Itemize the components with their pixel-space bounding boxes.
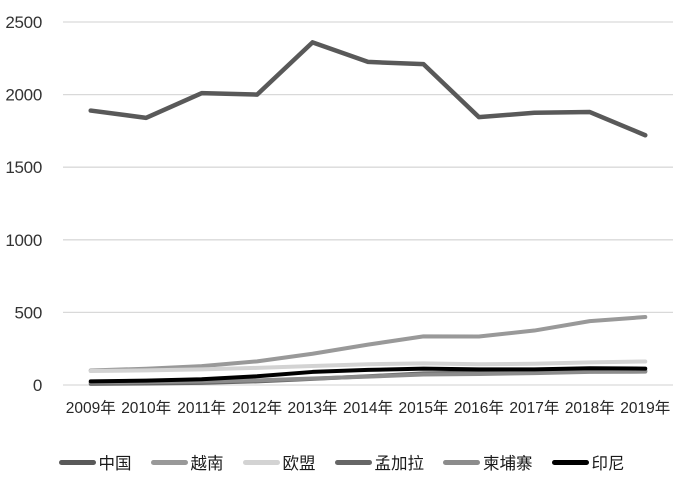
- y-axis-tick-label: 0: [33, 376, 42, 395]
- plot-area: 0 500 1000 1500 2000 2500 2009年 2010年 2011年 2012年…: [5, 13, 673, 417]
- y-axis-tick-label: 1000: [5, 231, 42, 250]
- y-axis-tick-label: 1500: [5, 158, 42, 177]
- series-line-1: [88, 315, 648, 373]
- x-axis-label: 2014年: [343, 399, 393, 417]
- x-axis-label: 2016年: [454, 399, 504, 417]
- x-axis-label: 2012年: [232, 399, 282, 417]
- series-line-5: [88, 366, 648, 384]
- y-axis-tick-label: 2000: [5, 86, 42, 105]
- legend-item-2: 欧盟: [242, 450, 316, 474]
- legend-label: 印尼: [591, 455, 625, 473]
- y-axis-tick-label: 500: [15, 303, 42, 322]
- legend-swatch-icon: [551, 459, 589, 465]
- legend-item-1: 越南: [150, 450, 224, 474]
- legend-label: 越南: [190, 455, 224, 473]
- legend-swatch-icon: [242, 459, 280, 465]
- x-axis-label: 2011年: [177, 399, 226, 417]
- legend-swatch-icon: [443, 459, 480, 465]
- legend-swatch-icon: [150, 459, 188, 465]
- legend-swatch-icon: [334, 459, 372, 465]
- legend-label: 柬埔寨: [483, 455, 533, 473]
- legend-swatch-icon: [58, 459, 96, 465]
- legend-label: 欧盟: [282, 455, 316, 473]
- x-axis-label: 2015年: [398, 399, 448, 417]
- x-axis-label: 2017年: [509, 399, 559, 417]
- x-axis-label: 2010年: [121, 399, 171, 417]
- legend: 中国 越南 欧盟 孟加拉 柬埔寨 印尼: [0, 449, 683, 475]
- x-axis-label: 2018年: [565, 399, 615, 417]
- series-line-4: [88, 369, 648, 385]
- legend-item-0: 中国: [58, 450, 132, 474]
- x-axis-label: 2013年: [288, 399, 338, 417]
- legend-label: 孟加拉: [374, 455, 425, 473]
- y-axis-tick-label: 2500: [5, 13, 42, 32]
- legend-label: 中国: [98, 455, 132, 473]
- x-axis-label: 2019年: [620, 399, 670, 417]
- legend-item-5: 印尼: [551, 450, 625, 474]
- legend-item-4: 柬埔寨: [443, 450, 533, 474]
- series-line-2: [88, 359, 648, 374]
- series-line-0: [88, 40, 648, 138]
- x-axis-label: 2009年: [66, 399, 116, 417]
- legend-item-3: 孟加拉: [334, 450, 425, 474]
